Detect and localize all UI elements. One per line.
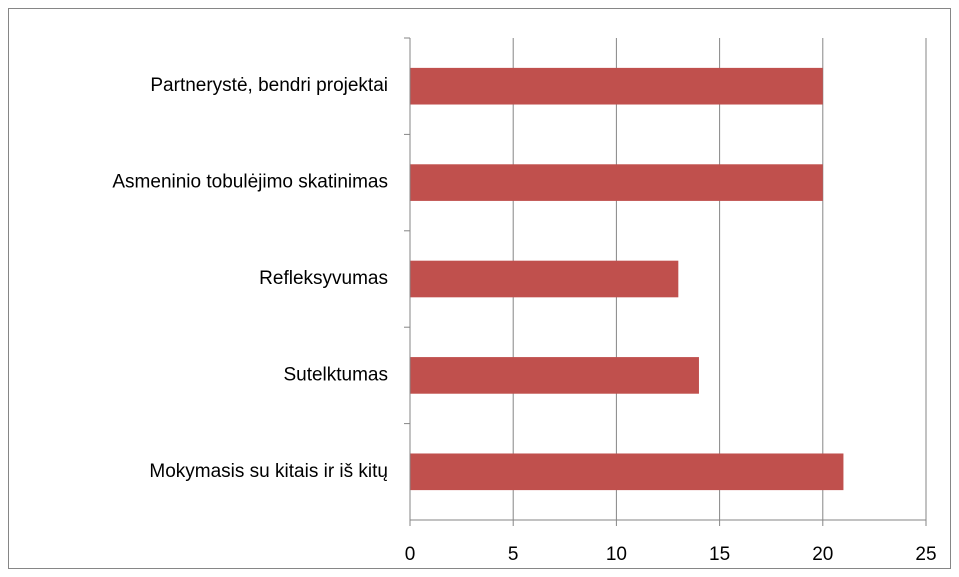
x-tick-label: 25 xyxy=(915,544,936,565)
x-tick-label: 10 xyxy=(606,544,627,565)
bar xyxy=(410,67,823,105)
y-tick-label: Asmeninio tobulėjimo skatinimas xyxy=(112,172,388,193)
bar xyxy=(410,164,823,201)
y-tick-label: Mokymasis su kitais ir iš kitų xyxy=(149,461,388,482)
x-tick-label: 0 xyxy=(405,544,416,565)
bar xyxy=(410,260,679,298)
y-tick-label: Sutelktumas xyxy=(283,364,388,385)
y-tick-label: Refleksyvumas xyxy=(259,268,388,289)
y-tick-label: Partnerystė, bendri projektai xyxy=(150,75,388,96)
bar xyxy=(410,357,699,394)
x-tick-label: 15 xyxy=(709,544,730,565)
x-tick-label: 20 xyxy=(812,544,833,565)
bar xyxy=(410,453,844,491)
x-tick-label: 5 xyxy=(508,544,519,565)
